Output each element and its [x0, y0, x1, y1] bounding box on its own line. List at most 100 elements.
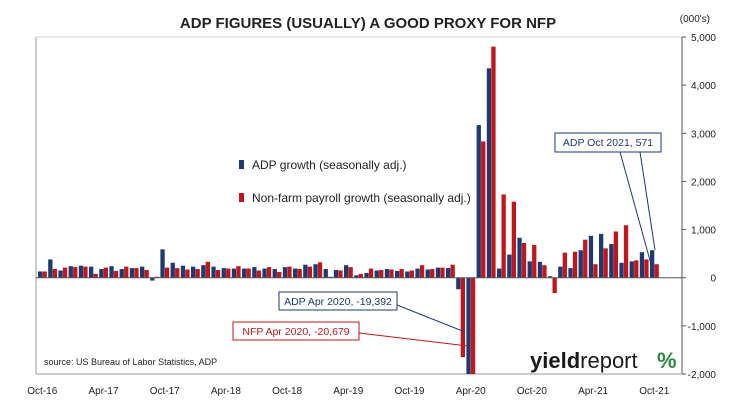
y-axis-label: (000's) — [680, 14, 710, 25]
nfp-bar — [226, 268, 231, 278]
annotation-box — [232, 321, 360, 341]
adp-bar — [140, 266, 145, 278]
nfp-bar — [164, 267, 170, 278]
x-tick-label: Apr-18 — [211, 386, 241, 397]
adp-bar — [568, 268, 573, 278]
annotation-leader — [358, 332, 469, 347]
annotation-label: ADP Oct 2021, 571 — [563, 137, 653, 149]
x-tick-label: Apr-19 — [333, 386, 363, 397]
nfp-bar — [501, 194, 506, 278]
adp-bar — [650, 250, 655, 278]
adp-bar — [282, 267, 288, 278]
y-tick-label: 0 — [710, 274, 716, 285]
nfp-bar — [532, 244, 537, 278]
adp-bar — [211, 266, 216, 278]
logo-percent-icon: % — [657, 348, 677, 373]
adp-bar — [384, 269, 390, 278]
nfp-bar — [603, 248, 608, 278]
adp-bar — [333, 270, 339, 278]
adp-bar — [599, 233, 604, 278]
adp-bar — [99, 269, 104, 278]
bars — [38, 46, 659, 374]
nfp-bar — [481, 141, 486, 278]
nfp-bar — [613, 231, 618, 278]
adp-bar — [150, 277, 155, 281]
x-tick-label: Apr-17 — [88, 386, 118, 397]
adp-bar — [221, 268, 226, 278]
adp-bar — [58, 270, 63, 278]
adp-bar — [425, 269, 430, 278]
legend: ADP growth (seasonally adj.) Non-farm pa… — [239, 158, 471, 205]
adp-bar — [609, 244, 614, 278]
nfp-bar — [419, 265, 425, 278]
y-tick-label: 3,000 — [691, 129, 716, 140]
nfp-bar — [124, 266, 129, 278]
adp-bar — [313, 264, 318, 278]
y-tick-label: 2,000 — [691, 177, 716, 188]
adp-bar — [619, 262, 624, 278]
yieldreport-logo: yieldreport % — [530, 348, 677, 373]
adp-bar — [48, 259, 53, 278]
adp-bar — [201, 265, 206, 278]
y-tick-label: 5,000 — [691, 33, 716, 44]
annotation-adp-oct-2021: ADP Oct 2021, 571 — [554, 132, 662, 265]
nfp-bar — [654, 264, 659, 278]
adp-bar — [231, 268, 237, 278]
y-tick-label: -1,000 — [688, 322, 717, 333]
adp-bar — [548, 276, 553, 278]
nfp-bar — [62, 267, 68, 278]
legend-label-adp: ADP growth (seasonally adj.) — [252, 158, 407, 172]
nfp-bar — [317, 262, 323, 278]
annotation-leader — [396, 304, 466, 333]
x-tick-label: Oct-16 — [27, 386, 57, 397]
nfp-bar — [83, 266, 88, 278]
nfp-bar — [521, 243, 527, 278]
adp-bar — [354, 275, 359, 278]
adp-bar — [129, 268, 135, 278]
nfp-bar — [175, 268, 180, 278]
nfp-bar — [368, 268, 374, 278]
nfp-bar — [42, 271, 47, 278]
nfp-bar — [134, 268, 139, 278]
nfp-bar — [73, 267, 78, 278]
legend-swatch-nfp — [239, 193, 244, 202]
adp-bar — [537, 261, 543, 278]
nfp-bar — [583, 239, 588, 278]
adp-bar — [119, 269, 124, 278]
y-tick-label: -2,000 — [688, 370, 717, 381]
legend-swatch-adp — [239, 160, 244, 169]
adp-bar — [527, 261, 532, 278]
x-tick-label: Oct-17 — [150, 386, 180, 397]
nfp-bar — [205, 261, 210, 278]
nfp-bar — [511, 201, 516, 278]
adp-bar — [242, 268, 247, 278]
nfp-bar — [358, 273, 363, 278]
adp-bar — [293, 268, 298, 278]
nfp-bar — [542, 265, 547, 278]
nfp-bar — [593, 264, 598, 278]
nfp-bar — [195, 269, 200, 278]
nfp-bar — [113, 270, 119, 278]
x-ticks: Oct-16 Apr-17 Oct-17 Apr-18 Oct-18 Apr-19 Oct-… — [27, 386, 669, 397]
y-tick-label: 1,000 — [691, 226, 716, 237]
legend-label-nfp: Non-farm payroll growth (seasonally adj.… — [252, 191, 471, 205]
adp-bar — [78, 265, 84, 278]
chart-title: ADP FIGURES (USUALLY) A GOOD PROXY FOR N… — [180, 15, 556, 32]
nfp-bar — [144, 270, 149, 278]
nfp-bar — [634, 260, 639, 278]
nfp-bar — [348, 267, 353, 278]
adp-bar — [446, 268, 451, 278]
nfp-bar — [409, 270, 414, 278]
nfp-bar — [52, 269, 57, 278]
nfp-bar — [266, 267, 272, 278]
nfp-bar — [215, 270, 221, 278]
nfp-bar — [185, 269, 190, 278]
adp-bar — [517, 237, 522, 278]
adp-bar — [272, 269, 277, 278]
adp-bar — [68, 266, 73, 278]
adp-bar — [456, 277, 461, 290]
nfp-bar — [338, 270, 343, 278]
adp-bar — [252, 267, 257, 278]
nfp-bar — [93, 273, 98, 278]
nfp-bar — [562, 252, 567, 278]
